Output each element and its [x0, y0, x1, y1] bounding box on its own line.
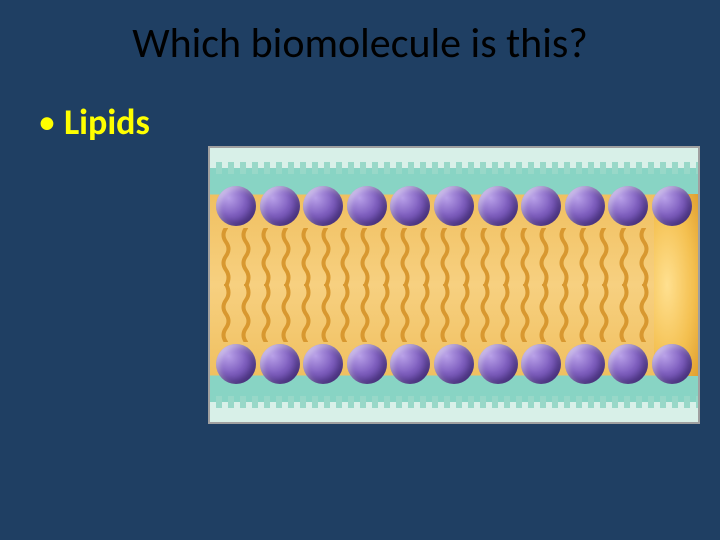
- lipid-tail: [239, 284, 253, 342]
- tail-pair: [375, 228, 415, 286]
- tail-pair: [614, 228, 654, 286]
- phosphate-head: [216, 344, 256, 384]
- tail-pair: [574, 228, 614, 286]
- lipid-tail: [319, 228, 333, 286]
- lipid-tail: [458, 228, 472, 286]
- lipid-tail: [438, 228, 452, 286]
- lipid-tail: [617, 228, 631, 286]
- phosphate-head: [608, 344, 648, 384]
- lipid-tail: [478, 228, 492, 286]
- tail-pair: [535, 228, 575, 286]
- phosphate-head: [260, 186, 300, 226]
- tail-pair: [375, 284, 415, 342]
- lipid-tail: [279, 228, 293, 286]
- lipid-tail: [557, 284, 571, 342]
- phosphate-head: [434, 186, 474, 226]
- lipid-tail: [219, 228, 233, 286]
- lipid-tail: [299, 228, 313, 286]
- lipid-tails-top: [216, 228, 654, 286]
- phosphate-head: [303, 186, 343, 226]
- phosphate-head: [347, 186, 387, 226]
- phosphate-heads-bottom: [216, 344, 692, 384]
- lipid-tail: [577, 228, 591, 286]
- phosphate-head: [652, 344, 692, 384]
- lipid-tail: [637, 228, 651, 286]
- lipid-tail: [518, 228, 532, 286]
- phosphate-head: [478, 344, 518, 384]
- lipid-tail: [378, 228, 392, 286]
- tail-pair: [335, 284, 375, 342]
- bullet-label: Lipids: [64, 100, 150, 144]
- lipid-tail: [319, 284, 333, 342]
- tail-pair: [256, 284, 296, 342]
- tail-pair: [574, 284, 614, 342]
- lipid-tail: [557, 228, 571, 286]
- lipid-tail: [378, 284, 392, 342]
- phosphate-head: [434, 344, 474, 384]
- bullet-item: • Lipids: [38, 100, 150, 144]
- phosphate-head: [390, 344, 430, 384]
- tail-pair: [216, 228, 256, 286]
- lipid-tail: [299, 284, 313, 342]
- lipid-tail: [597, 228, 611, 286]
- lipid-tail: [259, 228, 273, 286]
- tail-pair: [415, 228, 455, 286]
- lipid-tail: [338, 284, 352, 342]
- water-surface-bottom: [210, 402, 698, 422]
- lipid-tail: [597, 284, 611, 342]
- lipid-tail: [458, 284, 472, 342]
- phosphate-head: [390, 186, 430, 226]
- phosphate-head: [608, 186, 648, 226]
- tail-pair: [296, 228, 336, 286]
- lipid-tail: [518, 284, 532, 342]
- phosphate-head: [347, 344, 387, 384]
- tail-pair: [256, 228, 296, 286]
- lipid-tail: [219, 284, 233, 342]
- tail-pair: [614, 284, 654, 342]
- lipid-tail: [239, 228, 253, 286]
- tail-pair: [455, 228, 495, 286]
- lipid-tail: [537, 228, 551, 286]
- lipid-tail: [358, 284, 372, 342]
- lipid-tail: [438, 284, 452, 342]
- phosphate-head: [565, 344, 605, 384]
- phosphate-head: [565, 186, 605, 226]
- phosphate-head: [652, 186, 692, 226]
- bullet-marker: •: [38, 104, 56, 140]
- phosphate-head: [478, 186, 518, 226]
- tail-pair: [455, 284, 495, 342]
- lipid-tail: [498, 228, 512, 286]
- lipid-tail: [537, 284, 551, 342]
- water-surface-top: [210, 148, 698, 168]
- tail-pair: [296, 284, 336, 342]
- lipid-tail: [577, 284, 591, 342]
- lipid-tails-bottom: [216, 284, 654, 342]
- lipid-tail: [259, 284, 273, 342]
- lipid-tail: [637, 284, 651, 342]
- lipid-tail: [398, 228, 412, 286]
- lipid-tail: [279, 284, 293, 342]
- lipid-tail: [418, 284, 432, 342]
- phosphate-head: [521, 186, 561, 226]
- tail-pair: [495, 228, 535, 286]
- phosphate-head: [521, 344, 561, 384]
- tail-pair: [335, 228, 375, 286]
- tail-pair: [415, 284, 455, 342]
- lipid-tail: [617, 284, 631, 342]
- phosphate-head: [260, 344, 300, 384]
- lipid-tail: [338, 228, 352, 286]
- lipid-bilayer-diagram: [208, 146, 700, 424]
- slide-title: Which biomolecule is this?: [0, 18, 720, 69]
- lipid-tail: [478, 284, 492, 342]
- phosphate-heads-top: [216, 186, 692, 226]
- lipid-tail: [358, 228, 372, 286]
- lipid-tail: [398, 284, 412, 342]
- phosphate-head: [216, 186, 256, 226]
- phosphate-head: [303, 344, 343, 384]
- lipid-tail: [498, 284, 512, 342]
- tail-pair: [216, 284, 256, 342]
- lipid-tail: [418, 228, 432, 286]
- tail-pair: [535, 284, 575, 342]
- tail-pair: [495, 284, 535, 342]
